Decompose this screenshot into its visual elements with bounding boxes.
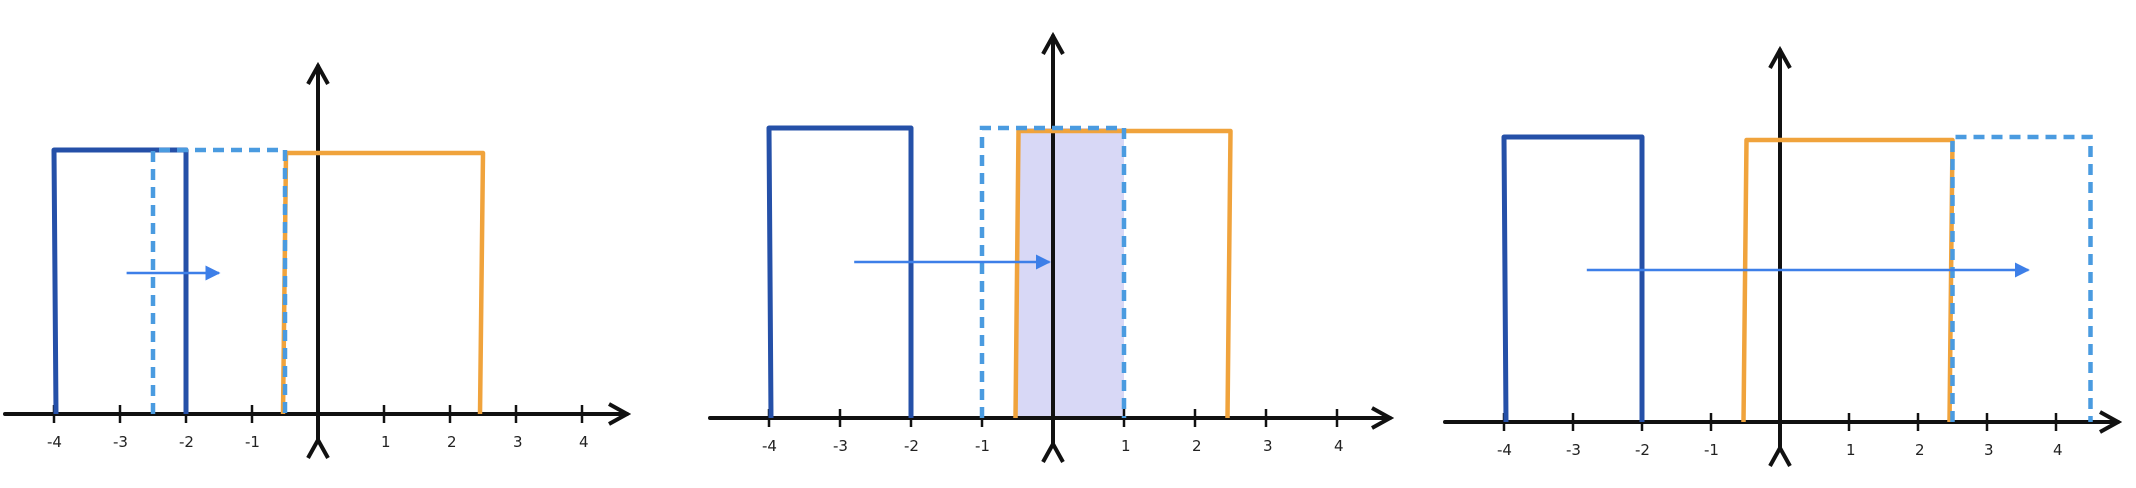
tick-label: -3 (833, 437, 848, 455)
tick-label: -3 (113, 433, 128, 451)
tick-label: -2 (1635, 441, 1650, 459)
orange-pulse (280, 150, 486, 415)
tick-label: -1 (1704, 441, 1719, 459)
tick-label: 2 (1915, 441, 1925, 459)
tick-label: 4 (1334, 437, 1344, 455)
overlap-region (1017, 128, 1124, 418)
tick-label: 1 (1846, 441, 1856, 459)
tick-label: -4 (1497, 441, 1512, 459)
tick-label: 3 (1263, 437, 1273, 455)
tick-label: 1 (1121, 437, 1131, 455)
fixed-pulse (51, 147, 189, 415)
tick-label: 4 (2053, 441, 2063, 459)
tick-label: -4 (762, 437, 777, 455)
fixed-pulse (766, 125, 914, 419)
tick-label: 1 (381, 433, 391, 451)
shifted-pulse (150, 147, 288, 414)
panel-3: -4 -3 -2 -1 1 2 3 4 (1443, 50, 2118, 459)
tick-label: -2 (179, 433, 194, 451)
tick-label: 4 (579, 433, 589, 451)
panel-2: -4 -3 -2 -1 1 2 3 4 (708, 36, 1390, 455)
tick-label: -2 (904, 437, 919, 455)
tick-label: 2 (447, 433, 457, 451)
tick-label: -1 (245, 433, 260, 451)
tick-label: -4 (47, 433, 62, 451)
shifted-pulse (979, 125, 1127, 418)
shifted-pulse (1950, 134, 2093, 422)
tick-label: 2 (1192, 437, 1202, 455)
tick-label: -1 (975, 437, 990, 455)
tick-label: 3 (1984, 441, 1994, 459)
fixed-pulse (1501, 134, 1645, 423)
tick-label: 3 (513, 433, 523, 451)
orange-pulse (1741, 137, 1955, 423)
panel-1: -4 -3 -2 -1 1 2 3 4 (3, 66, 627, 451)
tick-label: -3 (1566, 441, 1581, 459)
